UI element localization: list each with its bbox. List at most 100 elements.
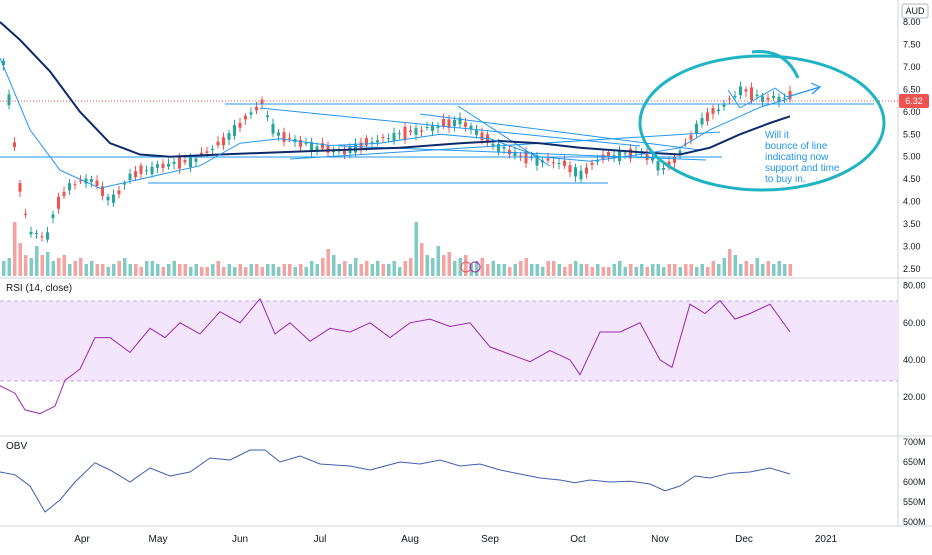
candle-body <box>491 143 495 146</box>
price-tick-label: 5.00 <box>903 152 921 162</box>
candle-body <box>123 183 126 185</box>
candle-body <box>744 89 748 92</box>
candle-body <box>321 143 324 149</box>
currency-badge[interactable] <box>901 3 929 19</box>
candle-body <box>68 183 71 191</box>
volume-bar <box>491 261 495 276</box>
candle-body <box>277 132 280 136</box>
candle-body <box>255 106 258 111</box>
candle-body <box>167 163 170 167</box>
rsi-tick-label: 40.00 <box>903 355 926 365</box>
volume-bar <box>673 264 677 276</box>
price-axis[interactable]: 8.00 7.50 7.00 6.50 6.00 5.50 5.00 4.50 4.00 3.50… <box>903 17 921 274</box>
volume-bar <box>607 267 611 276</box>
volume-bar <box>211 264 215 276</box>
volume-bar <box>326 249 330 276</box>
annotation-circle <box>638 54 886 192</box>
candle-body <box>189 157 192 167</box>
obv-label[interactable]: OBV <box>6 441 27 452</box>
trend-line-descending <box>259 107 641 147</box>
volume-bar <box>574 261 578 276</box>
candle-body <box>238 123 242 128</box>
volume-bar <box>750 264 754 276</box>
volume-bar <box>475 261 479 276</box>
volume-bar <box>777 261 781 276</box>
candle-body <box>315 146 319 150</box>
volume-bar <box>458 258 462 276</box>
annotation-arrow-line <box>786 86 821 98</box>
candle-body <box>282 132 286 142</box>
time-axis[interactable]: Apr May Jun Jul Aug Sep Oct Nov Dec 2021 <box>74 534 837 545</box>
volume-bar <box>508 267 512 276</box>
candle-body <box>464 122 467 127</box>
volume-bar <box>370 264 374 276</box>
volume-bar <box>409 258 413 276</box>
candle-body <box>381 136 385 138</box>
candle-body <box>497 143 500 152</box>
candle-body <box>420 130 423 132</box>
volume-bar <box>299 264 303 276</box>
volume-bar <box>651 264 655 276</box>
volume-bar <box>123 258 127 276</box>
volume-bar <box>29 258 33 276</box>
candle-body <box>211 149 214 151</box>
volume-bar <box>436 246 440 276</box>
volume-bar <box>645 267 649 276</box>
rsi-label[interactable]: RSI (14, close) <box>6 283 72 294</box>
volume-bar <box>618 261 622 276</box>
rsi-axis[interactable]: 80.00 60.00 40.00 20.00 <box>903 281 926 402</box>
candle-body <box>2 60 5 66</box>
candle-body <box>222 137 225 146</box>
volume-bar <box>310 261 314 276</box>
candle-body <box>585 167 588 174</box>
candle-body <box>453 119 456 126</box>
volume-bar <box>90 261 94 276</box>
candle-body <box>51 214 55 219</box>
candlesticks <box>2 58 792 243</box>
volume-bar <box>194 264 198 276</box>
time-tick-label: Sep <box>481 534 499 545</box>
volume-bar <box>414 222 418 276</box>
candle-body <box>343 149 346 155</box>
volume-bar <box>700 264 704 276</box>
volume-bar <box>513 264 517 276</box>
candle-body <box>607 152 610 156</box>
candle-body <box>673 157 676 163</box>
candle-body <box>574 167 577 177</box>
volume-bar <box>634 267 638 276</box>
time-tick-label: Aug <box>401 534 419 545</box>
candle-body <box>57 196 60 209</box>
volume-bar <box>590 267 594 276</box>
volume-bar <box>354 258 358 276</box>
candle-body <box>739 86 742 96</box>
volume-bar <box>640 264 644 276</box>
annotation-line-1: Will it <box>765 130 789 141</box>
volume-bar <box>304 267 308 276</box>
volume-bar <box>783 264 787 276</box>
ma-fast-line <box>0 57 791 189</box>
volume-bar <box>695 267 699 276</box>
price-tick-label: 5.50 <box>903 129 921 139</box>
candle-body <box>403 126 407 140</box>
obv-axis[interactable]: 700M 650M 600M 550M 500M <box>903 437 926 527</box>
trend-line-steep <box>457 105 551 167</box>
volume-bar <box>376 261 380 276</box>
candle-body <box>249 112 253 115</box>
price-tick-label: 3.50 <box>903 219 921 229</box>
volume-bar <box>772 264 776 276</box>
volume-bar <box>766 261 770 276</box>
rsi-tick-label: 80.00 <box>903 281 926 291</box>
volume-bar <box>139 267 143 276</box>
volume-bar <box>112 264 116 276</box>
price-tick-label: 8.00 <box>903 17 921 27</box>
volume-bar <box>134 264 138 276</box>
candle-body <box>112 194 115 203</box>
rsi-tick-label: 60.00 <box>903 318 926 328</box>
event-markers[interactable] <box>460 261 481 273</box>
volume-bar <box>530 264 534 276</box>
annotation-line-2: bounce of line <box>765 141 828 152</box>
candle-body <box>409 130 412 132</box>
volume-bar <box>7 258 11 276</box>
